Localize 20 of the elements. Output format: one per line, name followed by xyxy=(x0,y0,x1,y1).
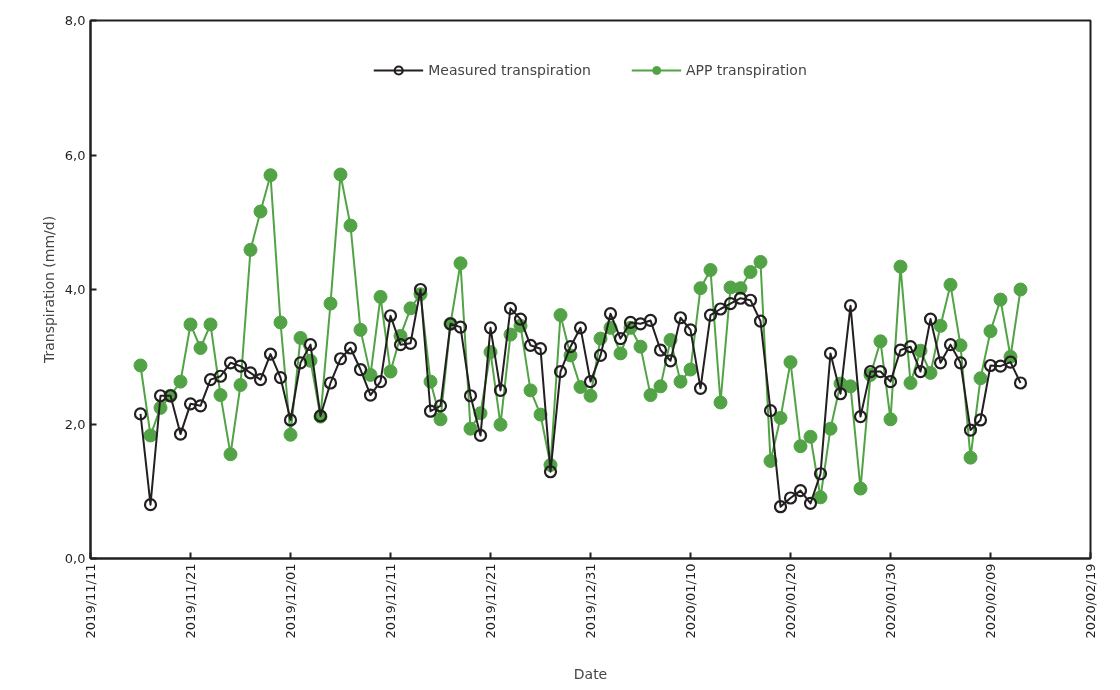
x-tick-label: 2020/01/30 xyxy=(883,563,898,639)
legend-label: Measured transpiration xyxy=(428,62,591,78)
x-tick-label: 2020/01/10 xyxy=(683,563,698,639)
x-tick-label: 2019/12/01 xyxy=(283,563,298,639)
y-tick-label: 2,0 xyxy=(64,416,86,432)
y-tick-label: 8,0 xyxy=(64,13,86,28)
x-tick-label: 2019/12/11 xyxy=(383,563,398,639)
x-tick-label: 2019/12/21 xyxy=(483,563,498,639)
legend-label: APP transpiration xyxy=(685,62,807,78)
x-tick-label: 2020/01/20 xyxy=(783,563,798,639)
x-tick-label: 2020/02/09 xyxy=(983,563,998,639)
x-tick-label: 2020/02/19 xyxy=(1083,563,1098,639)
x-axis-title: Date xyxy=(573,666,608,683)
x-tick-label: 2019/11/11 xyxy=(83,563,98,639)
y-tick-label: 6,0 xyxy=(64,147,86,163)
x-tick-label: 2019/11/21 xyxy=(183,563,198,639)
y-axis-title: Transpiration (mm/d) xyxy=(40,215,57,365)
y-tick-label: 4,0 xyxy=(64,282,86,297)
x-tick-label: 2019/12/31 xyxy=(583,563,598,639)
y-tick-label: 0,0 xyxy=(64,551,86,566)
